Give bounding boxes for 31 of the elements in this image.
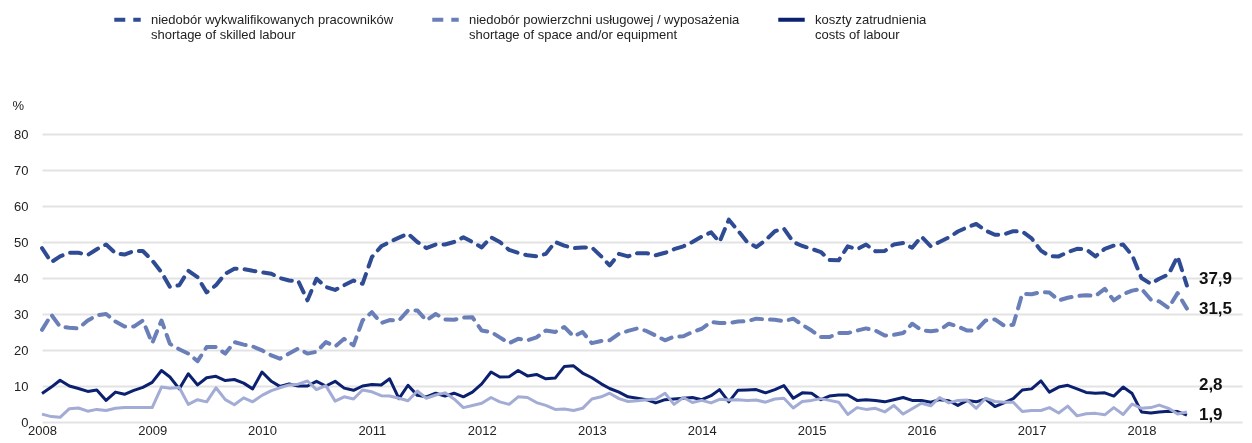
annotation: 2,8 [1198, 375, 1223, 395]
y-tick-label: 20 [14, 342, 29, 358]
legend-label: koszty zatrudnienia costs of labour [815, 11, 928, 42]
line-series [40, 217, 1189, 303]
x-tick-label: 2008 [28, 422, 57, 438]
x-tick-label: 2018 [1127, 422, 1157, 438]
x-tick-label: 2015 [797, 422, 827, 438]
y-axis-title: % [12, 97, 25, 113]
line-series [40, 286, 1189, 364]
y-tick-label: 50 [14, 234, 29, 250]
x-tick-label: 2011 [358, 422, 387, 438]
annotation: 1,9 [1198, 405, 1223, 425]
x-tick-label: 2017 [1017, 422, 1047, 438]
x-tick-label: 2014 [687, 422, 717, 438]
x-tick-label: 2009 [138, 422, 168, 438]
y-tick-label: 0 [21, 414, 29, 430]
line-series [40, 379, 1189, 419]
y-tick-label: 40 [14, 270, 29, 286]
y-tick-label: 10 [14, 378, 29, 394]
x-tick-label: 2012 [467, 422, 497, 438]
x-tick-label: 2010 [248, 422, 277, 438]
y-tick-label: 70 [14, 162, 29, 178]
y-tick-label: 60 [14, 198, 29, 214]
x-tick-label: 2016 [907, 422, 937, 438]
y-tick-label: 80 [14, 126, 29, 142]
y-tick-label: 30 [14, 306, 29, 322]
annotation: 31,5 [1198, 298, 1233, 318]
annotation: 37,9 [1198, 268, 1233, 288]
x-tick-label: 2013 [577, 422, 607, 438]
legend-label: niedobór powierzchni usługowej / wyposażenia shortage of space and/or equipment [469, 11, 741, 42]
legend-label: niedobór wykwalifikowanych pracowników shortage of skilled labour [151, 11, 394, 42]
